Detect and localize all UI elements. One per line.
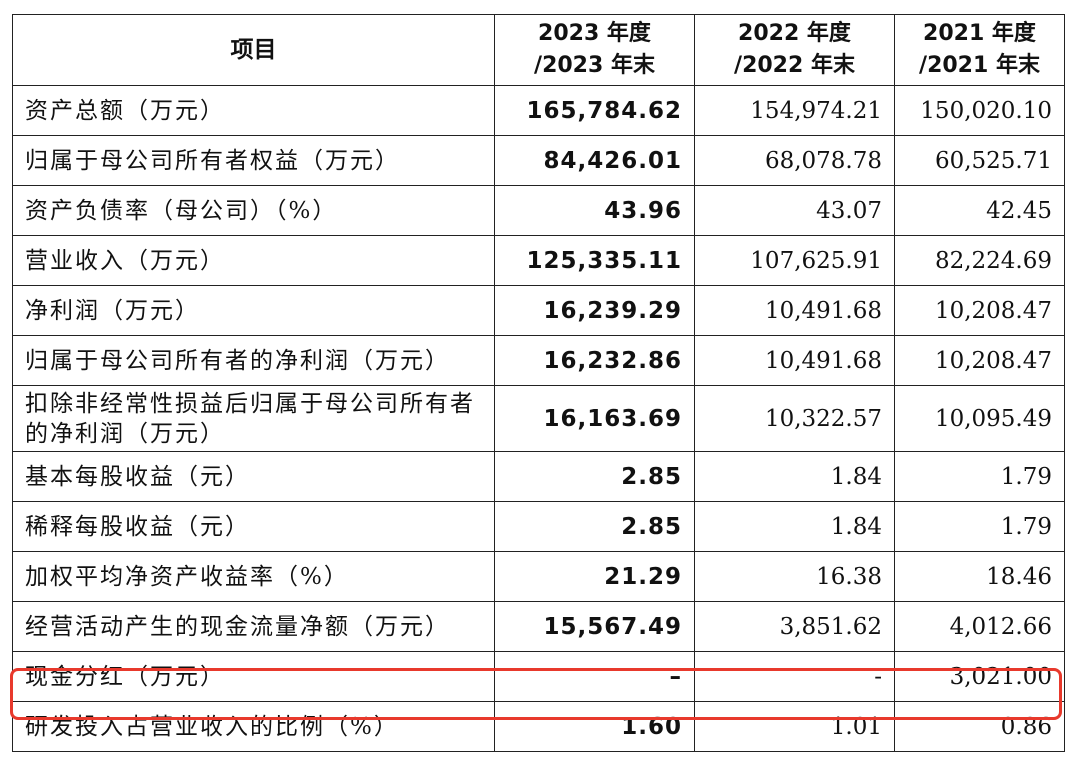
value-2021: 60,525.71: [894, 135, 1065, 186]
table-row: 基本每股收益（元） 2.85 1.84 1.79: [12, 451, 1065, 502]
row-label: 净利润（万元）: [12, 285, 495, 336]
value-2022: 107,625.91: [694, 235, 895, 286]
header-2021-line2: /2021 年末: [919, 53, 1040, 78]
header-2021: 2021 年度 /2021 年末: [894, 14, 1065, 86]
value-2022: 1.01: [694, 701, 895, 752]
value-2021: 82,224.69: [894, 235, 1065, 286]
value-2023: 21.29: [494, 551, 695, 602]
value-2023: 16,163.69: [494, 385, 695, 452]
row-label: 归属于母公司所有者权益（万元）: [12, 135, 495, 186]
header-2021-line1: 2021 年度: [923, 21, 1036, 46]
financial-summary-table: 项目 2023 年度 /2023 年末 2022 年度 /2022 年末 202…: [12, 14, 1065, 752]
value-2021: 10,095.49: [894, 385, 1065, 452]
value-2022: 10,491.68: [694, 285, 895, 336]
value-2021: 18.46: [894, 551, 1065, 602]
value-2021: 10,208.47: [894, 285, 1065, 336]
table-row-highlighted: 现金分红（万元） – - 3,021.00: [12, 651, 1065, 702]
value-2023: –: [494, 651, 695, 702]
header-2022: 2022 年度 /2022 年末: [694, 14, 895, 86]
table-row: 归属于母公司所有者的净利润（万元） 16,232.86 10,491.68 10…: [12, 335, 1065, 386]
table-row: 加权平均净资产收益率（%） 21.29 16.38 18.46: [12, 551, 1065, 602]
header-2023: 2023 年度 /2023 年末: [494, 14, 695, 86]
header-item-label: 项目: [230, 37, 277, 63]
header-2022-line1: 2022 年度: [738, 21, 851, 46]
table-row: 资产负债率（母公司）（%） 43.96 43.07 42.45: [12, 185, 1065, 236]
value-2022: 10,491.68: [694, 335, 895, 386]
header-2023-line2: /2023 年末: [534, 53, 655, 78]
value-2022: 1.84: [694, 451, 895, 502]
row-label: 加权平均净资产收益率（%）: [12, 551, 495, 602]
value-2022: 68,078.78: [694, 135, 895, 186]
row-label: 研发投入占营业收入的比例（%）: [12, 701, 495, 752]
value-2021: 150,020.10: [894, 85, 1065, 136]
value-2023: 43.96: [494, 185, 695, 236]
row-label: 资产负债率（母公司）（%）: [12, 185, 495, 236]
value-2022: 10,322.57: [694, 385, 895, 452]
row-label: 归属于母公司所有者的净利润（万元）: [12, 335, 495, 386]
value-2023: 15,567.49: [494, 601, 695, 652]
value-2021: 3,021.00: [894, 651, 1065, 702]
table-row: 营业收入（万元） 125,335.11 107,625.91 82,224.69: [12, 235, 1065, 286]
value-2022: 1.84: [694, 501, 895, 552]
table-row: 归属于母公司所有者权益（万元） 84,426.01 68,078.78 60,5…: [12, 135, 1065, 186]
header-2022-line2: /2022 年末: [734, 53, 855, 78]
header-2023-line1: 2023 年度: [538, 21, 651, 46]
value-2022: -: [694, 651, 895, 702]
value-2023: 84,426.01: [494, 135, 695, 186]
value-2021: 1.79: [894, 451, 1065, 502]
header-item: 项目: [12, 14, 495, 86]
table-row: 稀释每股收益（元） 2.85 1.84 1.79: [12, 501, 1065, 552]
value-2023: 16,239.29: [494, 285, 695, 336]
row-label: 基本每股收益（元）: [12, 451, 495, 502]
value-2023: 165,784.62: [494, 85, 695, 136]
value-2021: 1.79: [894, 501, 1065, 552]
table-header-row: 项目 2023 年度 /2023 年末 2022 年度 /2022 年末 202…: [12, 14, 1065, 86]
value-2021: 10,208.47: [894, 335, 1065, 386]
table-row: 扣除非经常性损益后归属于母公司所有者的净利润（万元） 16,163.69 10,…: [12, 385, 1065, 452]
value-2023: 125,335.11: [494, 235, 695, 286]
row-label: 营业收入（万元）: [12, 235, 495, 286]
value-2023: 1.60: [494, 701, 695, 752]
value-2022: 16.38: [694, 551, 895, 602]
table-row: 净利润（万元） 16,239.29 10,491.68 10,208.47: [12, 285, 1065, 336]
table-row: 研发投入占营业收入的比例（%） 1.60 1.01 0.86: [12, 701, 1065, 752]
value-2022: 154,974.21: [694, 85, 895, 136]
value-2023: 2.85: [494, 451, 695, 502]
row-label: 现金分红（万元）: [12, 651, 495, 702]
value-2023: 16,232.86: [494, 335, 695, 386]
value-2021: 42.45: [894, 185, 1065, 236]
value-2021: 4,012.66: [894, 601, 1065, 652]
value-2023: 2.85: [494, 501, 695, 552]
row-label: 经营活动产生的现金流量净额（万元）: [12, 601, 495, 652]
table-row: 经营活动产生的现金流量净额（万元） 15,567.49 3,851.62 4,0…: [12, 601, 1065, 652]
row-label: 资产总额（万元）: [12, 85, 495, 136]
value-2022: 3,851.62: [694, 601, 895, 652]
table-row: 资产总额（万元） 165,784.62 154,974.21 150,020.1…: [12, 85, 1065, 136]
row-label: 扣除非经常性损益后归属于母公司所有者的净利润（万元）: [12, 385, 495, 452]
value-2022: 43.07: [694, 185, 895, 236]
row-label: 稀释每股收益（元）: [12, 501, 495, 552]
value-2021: 0.86: [894, 701, 1065, 752]
